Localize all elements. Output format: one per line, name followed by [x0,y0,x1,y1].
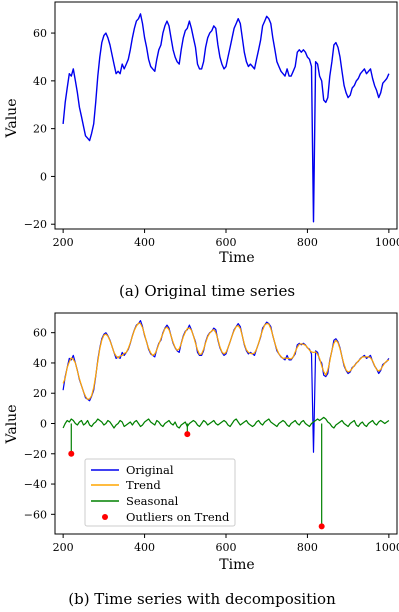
legend-box [84,458,236,527]
panel-a-original-line [62,13,390,223]
legend-seasonal-label: Seasonal [126,494,179,508]
panel-a-ytick-label: 40 [33,75,47,88]
panel-b-seasonal-line [62,416,390,429]
panel-b-outlier-point [318,523,325,530]
panel-b-ytick-label: 60 [33,327,47,340]
legend-trend-label: Trend [126,478,161,492]
panel-a-xlabel: Time [219,250,254,266]
panel-b-xlabel: Time [219,557,254,573]
panel-b-xtick-label: 800 [297,541,318,554]
panel-b-original-line [62,320,390,453]
panel-b-xtick-label: 1000 [375,541,399,554]
panel-a-caption: (a) Original time series [119,282,295,300]
panel-b-caption: (b) Time series with decomposition [68,590,336,608]
panel-a-xtick-label: 200 [53,236,74,249]
panel-b-ytick-label: −40 [24,478,47,491]
panel-a-ytick-label: 20 [33,123,47,136]
panel-b-ytick-label: −60 [24,508,47,521]
panel-b-y-ticks: 60 40 20 0 −20 −40 −60 [24,327,55,521]
panel-b-xtick-label: 600 [216,541,237,554]
panel-b-series [62,320,390,530]
panel-a-y-ticks: 60 40 20 0 −20 [24,27,55,231]
legend-original-label: Original [126,463,174,477]
panel-b-xtick-label: 400 [134,541,155,554]
panel-a-x-ticks: 200 400 600 800 1000 [53,229,399,249]
panel-a-series [62,13,390,223]
panel-a-xtick-label: 400 [134,236,155,249]
panel-b-trend-line [62,322,390,400]
panel-b-ytick-label: 40 [33,357,47,370]
panel-a-ylabel: Value [4,99,20,139]
panel-a-xtick-label: 800 [297,236,318,249]
panel-a-ytick-label: 0 [40,170,47,183]
panel-a-xtick-label: 1000 [375,236,399,249]
panel-b-outlier-point [68,450,75,457]
panel-b-ylabel: Value [4,405,20,445]
legend: Original Trend Seasonal Outliers on Tren… [84,458,236,527]
legend-outliers-label: Outliers on Trend [126,510,230,524]
panel-a-plot-frame [54,1,398,230]
legend-outliers-marker [102,514,108,520]
panel-a-xtick-label: 600 [216,236,237,249]
panel-a-ytick-label: −20 [24,218,47,231]
panel-b-ytick-label: −20 [24,448,47,461]
panel-b-ytick-label: 0 [40,418,47,431]
panel-b-outlier-point [184,431,191,438]
panel-b-ytick-label: 20 [33,387,47,400]
panel-b-xtick-label: 200 [53,541,74,554]
panel-b-x-ticks: 200 400 600 800 1000 [53,534,399,554]
panel-a-ytick-label: 60 [33,27,47,40]
